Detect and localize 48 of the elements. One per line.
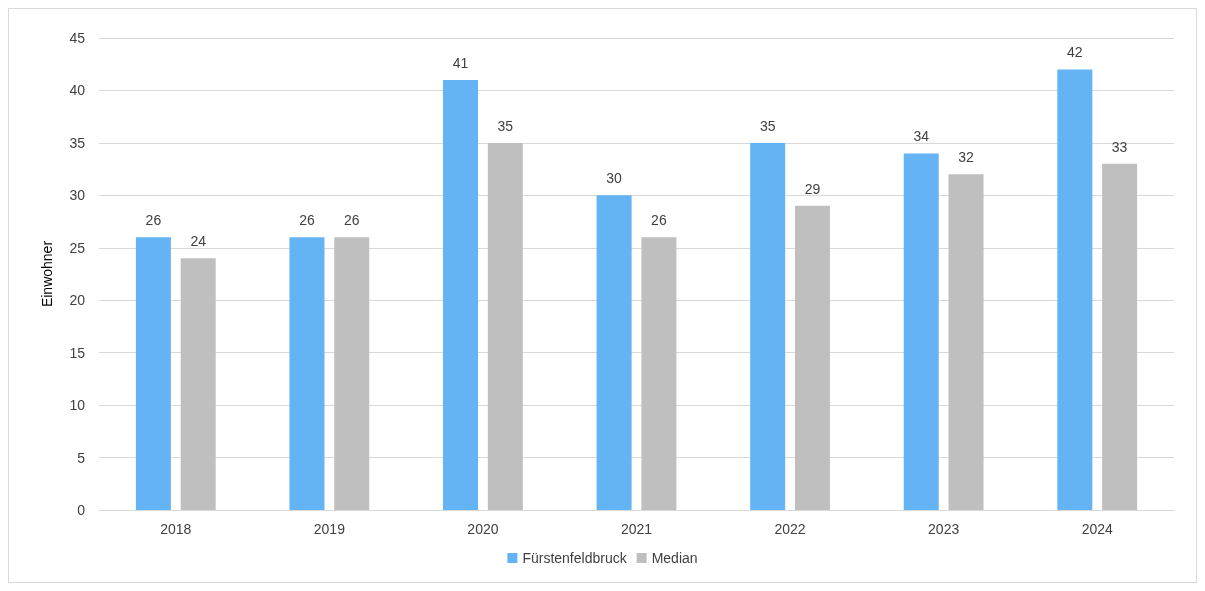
data-label: 26 <box>145 212 162 229</box>
bar <box>289 237 325 510</box>
x-tick-label: 2024 <box>1081 521 1113 537</box>
y-tick-label: 0 <box>77 502 86 518</box>
x-tick-label: 2018 <box>160 521 192 537</box>
bar <box>135 237 171 510</box>
data-label: 42 <box>1067 44 1083 61</box>
y-tick-label: 25 <box>69 239 86 256</box>
bar <box>1057 69 1093 510</box>
bar <box>948 174 984 510</box>
data-label: 32 <box>958 149 975 166</box>
x-tick-label: 2019 <box>313 521 346 537</box>
data-label: 34 <box>913 128 930 145</box>
bar <box>487 142 523 510</box>
bar <box>641 237 677 510</box>
y-tick-label: 10 <box>69 397 86 414</box>
data-label: 24 <box>190 233 207 250</box>
bar <box>750 142 786 510</box>
bar <box>596 195 632 510</box>
data-label: 35 <box>497 117 514 134</box>
bar <box>334 237 370 510</box>
y-tick-label: 45 <box>69 30 86 46</box>
bar <box>443 79 479 510</box>
data-label: 41 <box>452 54 469 71</box>
data-label: 26 <box>299 212 315 229</box>
bar <box>180 258 216 510</box>
x-tick-label: 2021 <box>620 521 653 537</box>
y-tick-label: 35 <box>69 134 86 151</box>
data-label: 35 <box>759 117 776 134</box>
y-tick-label: 15 <box>69 344 86 361</box>
y-tick-label: 5 <box>77 449 86 466</box>
x-tick-label: 2023 <box>928 521 960 537</box>
data-label: 26 <box>651 212 667 229</box>
bar <box>903 153 939 510</box>
data-label: 26 <box>343 212 360 229</box>
y-tick-label: 30 <box>69 187 86 204</box>
x-tick-label: 2022 <box>774 521 806 537</box>
data-label: 33 <box>1111 138 1128 155</box>
bar <box>794 205 830 510</box>
data-label: 29 <box>804 180 821 197</box>
data-label: 30 <box>606 170 623 187</box>
y-axis-title: Einwohner <box>39 240 55 308</box>
bar <box>1102 163 1138 510</box>
legend-label: Fürstenfeldbruck <box>522 550 628 566</box>
y-tick-label: 20 <box>69 292 86 309</box>
x-tick-label: 2020 <box>467 521 499 537</box>
y-tick-label: 40 <box>69 82 86 99</box>
legend-label: Median <box>651 550 698 566</box>
